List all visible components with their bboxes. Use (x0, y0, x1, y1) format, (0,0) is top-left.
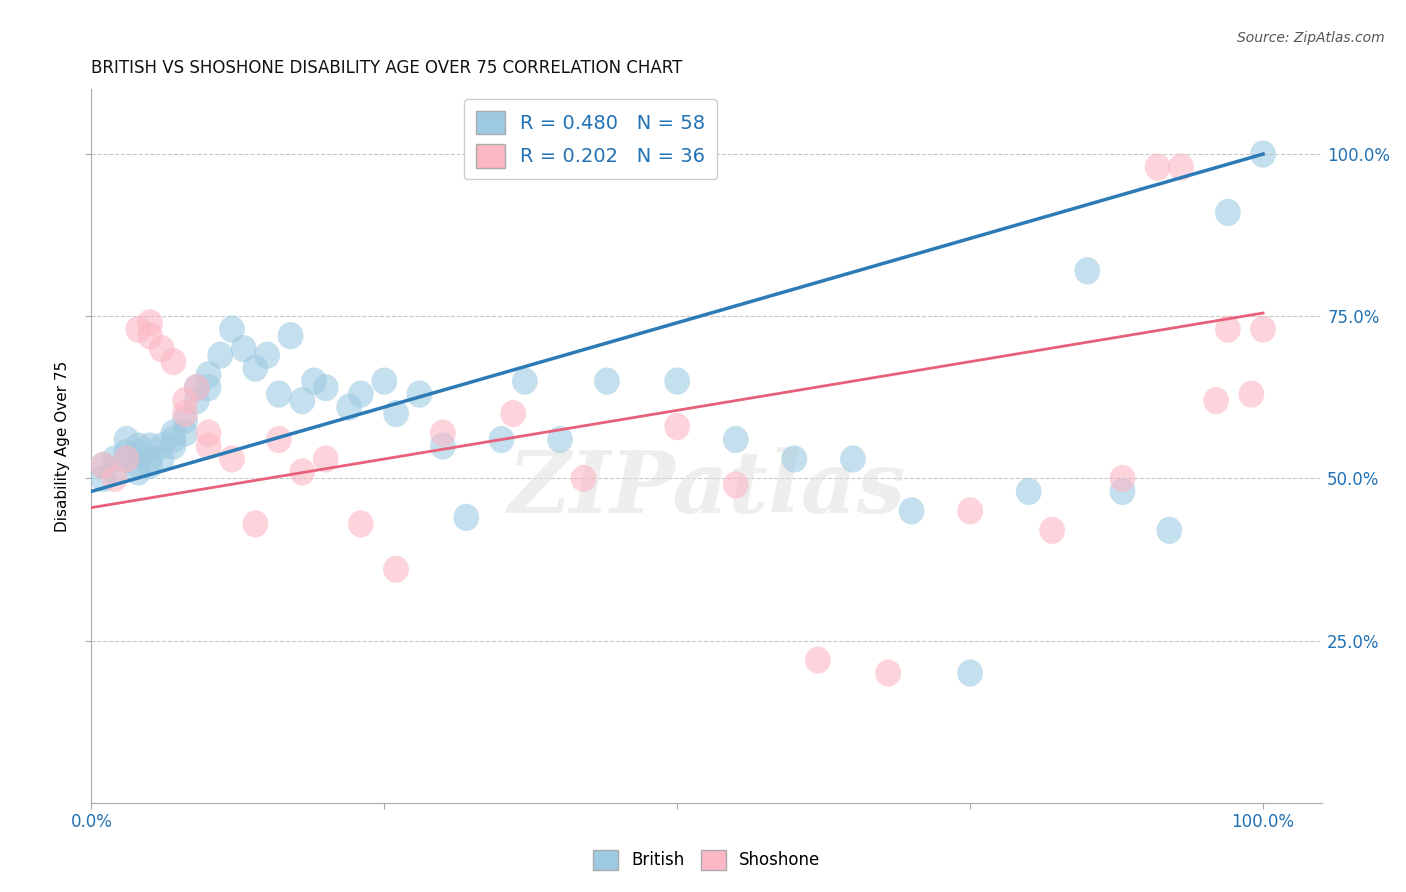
Ellipse shape (149, 445, 174, 473)
Ellipse shape (136, 322, 163, 350)
Ellipse shape (571, 465, 596, 492)
Ellipse shape (136, 452, 163, 479)
Ellipse shape (103, 458, 128, 485)
Ellipse shape (1250, 140, 1275, 168)
Ellipse shape (664, 413, 690, 440)
Ellipse shape (136, 310, 163, 336)
Ellipse shape (242, 510, 269, 538)
Ellipse shape (430, 419, 456, 447)
Ellipse shape (347, 510, 374, 538)
Ellipse shape (114, 445, 139, 473)
Ellipse shape (1039, 516, 1064, 544)
Ellipse shape (371, 368, 396, 395)
Ellipse shape (782, 445, 807, 473)
Ellipse shape (547, 425, 572, 453)
Ellipse shape (195, 374, 221, 401)
Ellipse shape (125, 316, 152, 343)
Ellipse shape (1250, 316, 1275, 343)
Ellipse shape (195, 433, 221, 459)
Ellipse shape (347, 381, 374, 408)
Ellipse shape (125, 452, 152, 479)
Ellipse shape (1109, 478, 1135, 505)
Ellipse shape (382, 556, 409, 582)
Ellipse shape (1144, 153, 1170, 181)
Ellipse shape (103, 465, 128, 492)
Ellipse shape (723, 425, 748, 453)
Ellipse shape (804, 647, 831, 673)
Ellipse shape (219, 316, 245, 343)
Ellipse shape (723, 471, 748, 499)
Ellipse shape (290, 387, 315, 414)
Text: ZIPatlas: ZIPatlas (508, 447, 905, 531)
Ellipse shape (160, 348, 186, 376)
Ellipse shape (1156, 516, 1182, 544)
Ellipse shape (254, 342, 280, 368)
Ellipse shape (125, 433, 152, 459)
Ellipse shape (1215, 316, 1240, 343)
Ellipse shape (172, 400, 198, 427)
Ellipse shape (875, 659, 901, 687)
Ellipse shape (453, 504, 479, 531)
Ellipse shape (172, 407, 198, 434)
Ellipse shape (290, 458, 315, 485)
Ellipse shape (512, 368, 537, 395)
Ellipse shape (114, 445, 139, 473)
Ellipse shape (664, 368, 690, 395)
Ellipse shape (957, 659, 983, 687)
Ellipse shape (136, 445, 163, 473)
Ellipse shape (125, 458, 152, 485)
Legend: British, Shoshone: British, Shoshone (586, 843, 827, 877)
Ellipse shape (501, 400, 526, 427)
Ellipse shape (242, 354, 269, 382)
Y-axis label: Disability Age Over 75: Disability Age Over 75 (55, 360, 70, 532)
Ellipse shape (160, 419, 186, 447)
Ellipse shape (184, 374, 209, 401)
Ellipse shape (839, 445, 866, 473)
Ellipse shape (160, 433, 186, 459)
Ellipse shape (172, 387, 198, 414)
Ellipse shape (149, 433, 174, 459)
Ellipse shape (136, 433, 163, 459)
Text: BRITISH VS SHOSHONE DISABILITY AGE OVER 75 CORRELATION CHART: BRITISH VS SHOSHONE DISABILITY AGE OVER … (91, 59, 683, 77)
Ellipse shape (184, 374, 209, 401)
Ellipse shape (114, 439, 139, 467)
Ellipse shape (90, 465, 115, 492)
Ellipse shape (266, 425, 291, 453)
Ellipse shape (430, 433, 456, 459)
Ellipse shape (277, 322, 304, 350)
Ellipse shape (312, 445, 339, 473)
Ellipse shape (160, 425, 186, 453)
Ellipse shape (195, 361, 221, 388)
Ellipse shape (488, 425, 515, 453)
Ellipse shape (336, 393, 361, 421)
Ellipse shape (90, 452, 115, 479)
Ellipse shape (231, 335, 256, 362)
Text: Source: ZipAtlas.com: Source: ZipAtlas.com (1237, 31, 1385, 45)
Ellipse shape (219, 445, 245, 473)
Ellipse shape (406, 381, 432, 408)
Ellipse shape (898, 497, 924, 524)
Ellipse shape (1015, 478, 1042, 505)
Ellipse shape (184, 387, 209, 414)
Ellipse shape (149, 335, 174, 362)
Ellipse shape (301, 368, 326, 395)
Ellipse shape (1074, 257, 1099, 285)
Ellipse shape (114, 425, 139, 453)
Ellipse shape (172, 419, 198, 447)
Ellipse shape (125, 439, 152, 467)
Ellipse shape (1215, 199, 1240, 226)
Ellipse shape (593, 368, 620, 395)
Ellipse shape (382, 400, 409, 427)
Ellipse shape (1168, 153, 1194, 181)
Ellipse shape (103, 445, 128, 473)
Ellipse shape (1239, 381, 1264, 408)
Ellipse shape (208, 342, 233, 368)
Ellipse shape (957, 497, 983, 524)
Ellipse shape (195, 419, 221, 447)
Ellipse shape (1109, 465, 1135, 492)
Ellipse shape (266, 381, 291, 408)
Ellipse shape (90, 452, 115, 479)
Ellipse shape (312, 374, 339, 401)
Ellipse shape (1204, 387, 1229, 414)
